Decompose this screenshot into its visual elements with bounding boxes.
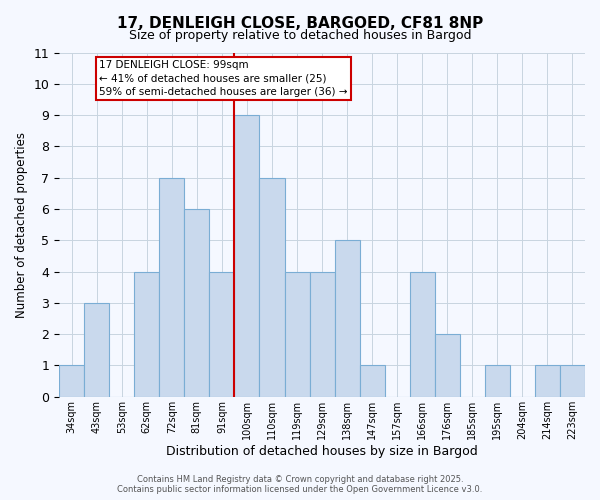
Bar	[359, 366, 385, 397]
Bar	[184, 209, 209, 397]
Y-axis label: Number of detached properties: Number of detached properties	[15, 132, 28, 318]
Text: Contains public sector information licensed under the Open Government Licence v3: Contains public sector information licen…	[118, 484, 482, 494]
Bar	[160, 178, 184, 397]
Bar	[235, 115, 259, 397]
Text: Contains HM Land Registry data © Crown copyright and database right 2025.: Contains HM Land Registry data © Crown c…	[137, 474, 463, 484]
Bar	[560, 366, 585, 397]
Text: Size of property relative to detached houses in Bargod: Size of property relative to detached ho…	[129, 28, 471, 42]
Bar	[310, 272, 335, 397]
Bar	[535, 366, 560, 397]
Text: 17, DENLEIGH CLOSE, BARGOED, CF81 8NP: 17, DENLEIGH CLOSE, BARGOED, CF81 8NP	[117, 16, 483, 32]
Bar	[84, 303, 109, 397]
Bar	[134, 272, 160, 397]
Bar	[485, 366, 510, 397]
Bar	[209, 272, 235, 397]
X-axis label: Distribution of detached houses by size in Bargod: Distribution of detached houses by size …	[166, 444, 478, 458]
Bar	[59, 366, 84, 397]
Text: 17 DENLEIGH CLOSE: 99sqm
← 41% of detached houses are smaller (25)
59% of semi-d: 17 DENLEIGH CLOSE: 99sqm ← 41% of detach…	[99, 60, 348, 96]
Bar	[410, 272, 435, 397]
Bar	[435, 334, 460, 397]
Bar	[259, 178, 284, 397]
Bar	[284, 272, 310, 397]
Bar	[335, 240, 359, 397]
